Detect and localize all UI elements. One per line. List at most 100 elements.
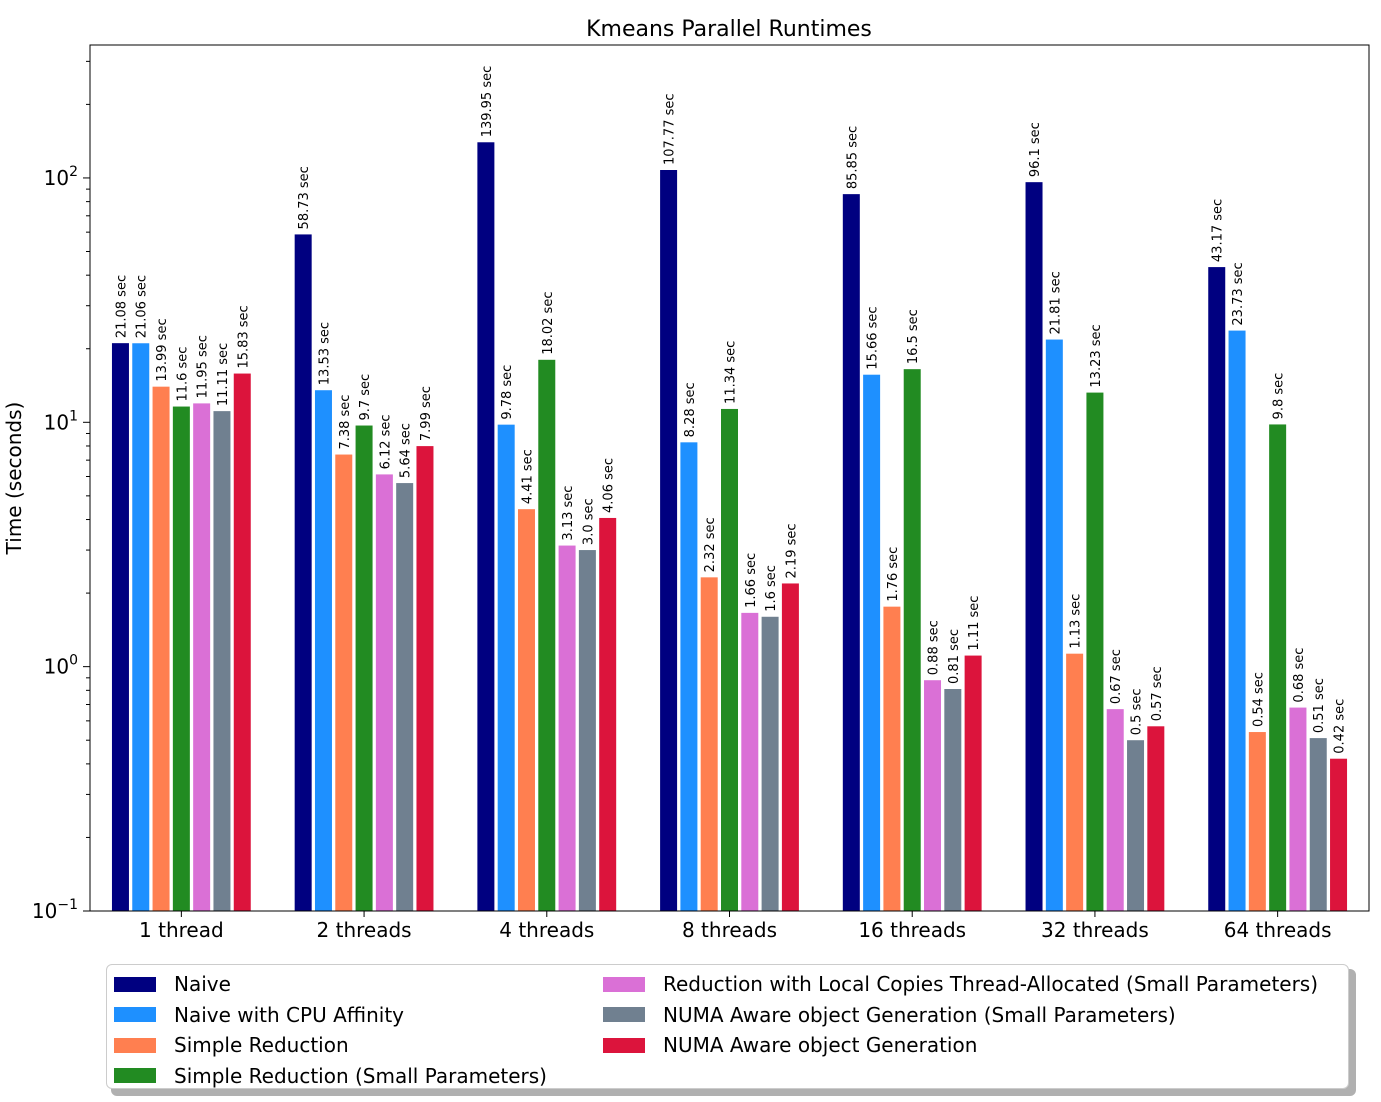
y-tick-label: 102	[44, 164, 78, 190]
data-label: 0.57 sec	[1150, 666, 1165, 721]
bar	[314, 390, 332, 911]
data-label: 15.66 sec	[866, 306, 881, 369]
y-axis-label: Time (seconds)	[2, 402, 26, 556]
data-label: 2.19 sec	[784, 523, 799, 578]
data-label: 107.77 sec	[663, 93, 678, 165]
legend-label: NUMA Aware object Generation (Small Para…	[663, 1002, 1176, 1027]
data-label: 7.38 sec	[338, 395, 353, 450]
legend-swatch	[114, 1007, 156, 1022]
legend-swatch	[114, 1068, 156, 1083]
data-label: 9.7 sec	[358, 374, 373, 421]
legend-swatch	[603, 1007, 645, 1022]
data-label: 6.12 sec	[378, 414, 393, 469]
data-label: 58.73 sec	[297, 166, 312, 229]
bar	[700, 577, 718, 911]
legend-swatch	[114, 1037, 156, 1053]
data-label: 4.06 sec	[602, 458, 617, 513]
bar	[1045, 339, 1063, 911]
bar	[924, 680, 942, 911]
bar	[1106, 709, 1124, 911]
bar	[1086, 392, 1104, 912]
data-label: 0.88 sec	[927, 620, 942, 675]
legend-swatch	[603, 976, 645, 992]
data-label: 3.13 sec	[561, 486, 576, 541]
data-label: 2.32 sec	[703, 517, 718, 572]
legend-label: NUMA Aware object Generation	[663, 1033, 978, 1057]
bar	[761, 616, 779, 911]
bar	[172, 406, 190, 911]
bar	[1025, 182, 1043, 912]
chart-title: Kmeans Parallel Runtimes	[586, 17, 872, 42]
y-tick-label: 100	[44, 653, 78, 679]
data-label: 1.66 sec	[744, 553, 759, 608]
data-label: 5.64 sec	[399, 423, 414, 478]
legend-item: NUMA Aware object Generation (Small Para…	[603, 1000, 1176, 1030]
data-label: 9.8 sec	[1272, 373, 1287, 420]
bar	[538, 359, 556, 911]
legend-item: Reduction with Local Copies Thread-Alloc…	[603, 969, 1318, 999]
bar	[375, 474, 393, 911]
x-tick-label: 32 threads	[1041, 918, 1149, 942]
bar	[599, 517, 617, 911]
bar	[1269, 424, 1287, 911]
data-label: 21.81 sec	[1048, 271, 1063, 334]
x-tick-label: 4 threads	[499, 918, 594, 942]
data-label: 0.42 sec	[1333, 699, 1348, 754]
data-label: 18.02 sec	[541, 292, 556, 355]
bar	[1066, 653, 1084, 911]
data-label: 15.83 sec	[236, 305, 251, 368]
x-tick-label: 64 threads	[1224, 918, 1332, 942]
data-label: 16.5 sec	[906, 309, 921, 364]
bar	[355, 425, 373, 911]
data-label: 85.85 sec	[845, 126, 860, 189]
legend-label: Naive	[174, 972, 231, 996]
legend-item: Naive with CPU Affinity	[114, 1000, 404, 1030]
data-label: 0.81 sec	[947, 629, 962, 684]
bar	[193, 403, 211, 911]
legend-swatch	[603, 1037, 645, 1053]
legend: Naive Naive with CPU Affinity Simple Reduc…	[106, 964, 1349, 1089]
bar	[1127, 740, 1145, 911]
bar	[883, 606, 901, 911]
legend-label: Reduction with Local Copies Thread-Alloc…	[663, 972, 1319, 996]
legend-swatch	[114, 976, 156, 992]
data-label: 1.76 sec	[886, 547, 901, 602]
data-label: 23.73 sec	[1231, 262, 1246, 325]
bar	[517, 509, 535, 911]
bar	[497, 424, 515, 911]
bar	[903, 369, 921, 911]
data-label: 13.53 sec	[317, 322, 332, 385]
bar	[416, 446, 434, 911]
legend-item: NUMA Aware object Generation	[603, 1030, 977, 1060]
legend-label: Simple Reduction (Small Parameters)	[174, 1063, 547, 1088]
data-label: 8.28 sec	[683, 382, 698, 437]
y-tick-label: 101	[44, 408, 78, 434]
data-label: 9.78 sec	[500, 365, 515, 420]
legend-label: Naive with CPU Affinity	[174, 1002, 405, 1027]
chart: Kmeans Parallel Runtimes Time (seconds) …	[2, 17, 1370, 942]
plot-frame	[89, 44, 1370, 912]
bar	[660, 170, 678, 911]
bar	[396, 483, 414, 911]
bar	[233, 373, 251, 912]
x-tick-label: 16 threads	[858, 918, 966, 942]
data-label: 1.6 sec	[764, 565, 779, 612]
x-tick-label: 1 thread	[139, 918, 224, 942]
data-label: 11.6 sec	[175, 347, 190, 402]
bar	[863, 374, 881, 911]
data-label: 139.95 sec	[480, 66, 495, 138]
data-label: 0.67 sec	[1109, 649, 1124, 704]
bar	[111, 343, 129, 911]
bar	[578, 550, 596, 911]
x-tick-label: 8 threads	[682, 918, 777, 942]
bar	[152, 386, 170, 911]
bar	[741, 612, 759, 911]
y-tick-label: 10−1	[32, 897, 78, 923]
bar	[680, 442, 698, 911]
plot-area: 10−1 100 101 102 21.08 sec 21.06 sec 13.99 sec…	[32, 60, 1348, 942]
bar	[1208, 267, 1226, 911]
bar	[721, 408, 738, 911]
data-label: 13.99 sec	[155, 318, 170, 381]
data-label: 7.99 sec	[419, 386, 434, 441]
legend-item: Simple Reduction (Small Parameters)	[114, 1061, 547, 1091]
